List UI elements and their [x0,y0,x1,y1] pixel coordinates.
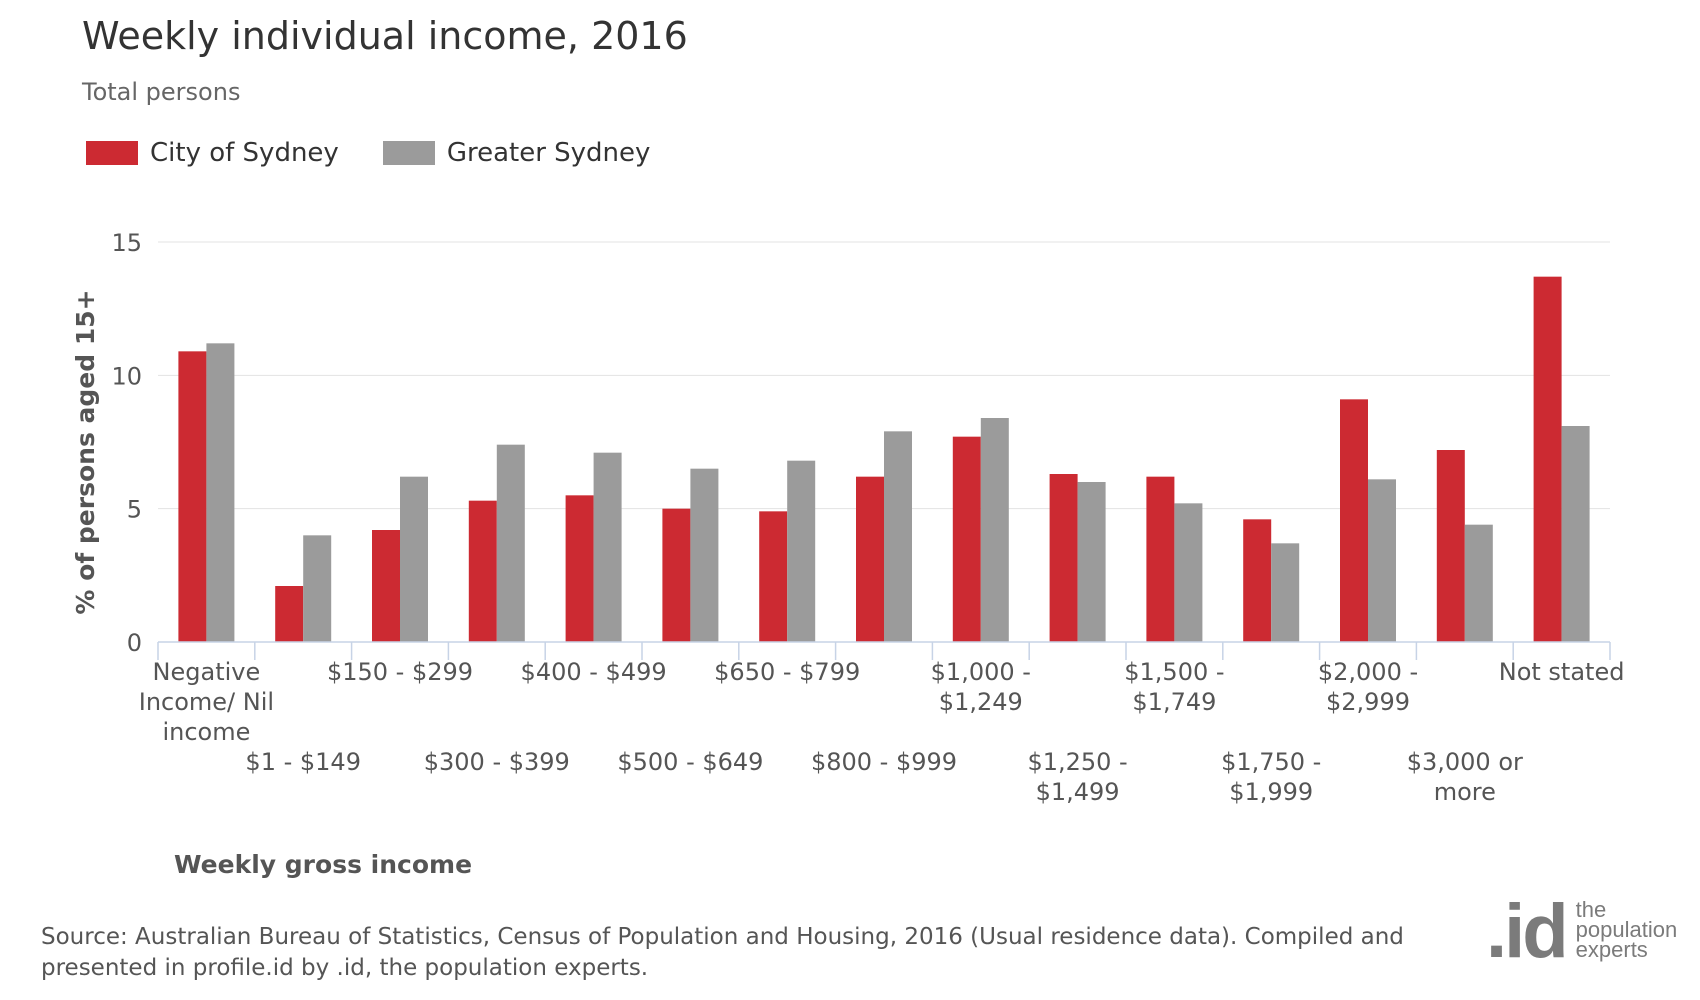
bar-city-of-sydney [565,495,594,642]
logo-tagline-line: population [1575,917,1678,942]
bar-city-of-sydney [1146,476,1175,642]
logo-tagline: the population experts [1575,897,1678,964]
x-tick-label: $2,000 -$2,999 [1318,658,1418,716]
bar-city-of-sydney [952,436,981,642]
y-tick-label: 10 [111,362,142,390]
x-tick-label: Negative Income/ Nil income [139,658,274,746]
y-axis-title: % of persons aged 15+ [71,289,100,614]
bar-city-of-sydney [662,508,691,642]
x-tick-label: $800 - $999 [811,748,957,776]
bar-greater-sydney [980,418,1009,642]
x-tick-label: $150 - $299 [327,658,473,686]
id-logo: .id the population experts [1486,889,1678,974]
y-tick-label: 15 [111,229,142,257]
legend-item-greater-sydney[interactable]: Greater Sydney [382,138,651,168]
x-tick-label: $400 - $499 [521,658,667,686]
x-tick-label: $300 - $399 [424,748,570,776]
legend-label-greater-sydney: Greater Sydney [446,138,651,168]
bar-greater-sydney [1464,524,1493,642]
legend-label-city-of-sydney: City of Sydney [150,138,339,168]
bar-city-of-sydney [856,476,884,642]
x-axis-title: Weekly gross income [174,850,472,879]
x-tick-label: $1,000 -$1,249 [931,658,1031,716]
x-tick-label: $3,000 or more [1407,748,1523,806]
legend-swatch-city-of-sydney [86,141,138,165]
logo-tagline-line: the [1575,897,1607,922]
bar-city-of-sydney [1533,276,1562,642]
bar-city-of-sydney [1340,399,1368,642]
x-tick-label: $1 - $149 [245,748,361,776]
x-tick-label: $1,750 -$1,999 [1221,748,1321,806]
x-tick-label: $1,250 -$1,499 [1027,748,1127,806]
y-tick-label: 5 [127,496,142,524]
x-tick-label: $500 - $649 [617,748,763,776]
bar-greater-sydney [1174,503,1203,642]
bar-city-of-sydney [468,500,497,642]
source-note: Source: Australian Bureau of Statistics,… [41,924,1404,981]
x-tick-label: $1,500 -$1,749 [1124,658,1224,716]
bar-greater-sydney [1561,426,1590,642]
legend-item-city-of-sydney[interactable]: City of Sydney [86,138,339,168]
logo-mark: .id [1486,889,1569,974]
bar-city-of-sydney [1049,474,1078,642]
bar-greater-sydney [400,476,428,642]
x-tick-label: Not stated [1499,658,1625,686]
bar-greater-sydney [690,468,719,642]
bar-city-of-sydney [1436,450,1465,642]
bar-greater-sydney [787,460,816,642]
bar-greater-sydney [593,452,622,642]
bar-greater-sydney [1271,543,1300,642]
bar-greater-sydney [1368,479,1396,642]
chart-plot-area: 0 5 10 15 Negative Income/ Nil income$1 - $149… [71,229,1625,879]
bar-greater-sydney [884,431,912,642]
bar-greater-sydney [206,343,235,642]
logo-tagline-line: experts [1575,937,1648,962]
chart-title: Weekly individual income, 2016 [82,14,688,58]
bar-city-of-sydney [178,351,207,642]
chart-legend: City of Sydney Greater Sydney [86,138,694,168]
bar-greater-sydney [1077,482,1106,642]
legend-swatch-greater-sydney [382,141,435,165]
bar-city-of-sydney [1243,519,1272,642]
chart-subtitle: Total persons [82,78,241,106]
y-tick-label: 0 [127,629,142,657]
bar-city-of-sydney [759,511,788,642]
bar-greater-sydney [303,535,332,642]
bar-greater-sydney [496,444,525,642]
bar-city-of-sydney [372,530,400,642]
x-tick-label: $650 - $799 [714,658,860,686]
bar-city-of-sydney [275,586,304,642]
